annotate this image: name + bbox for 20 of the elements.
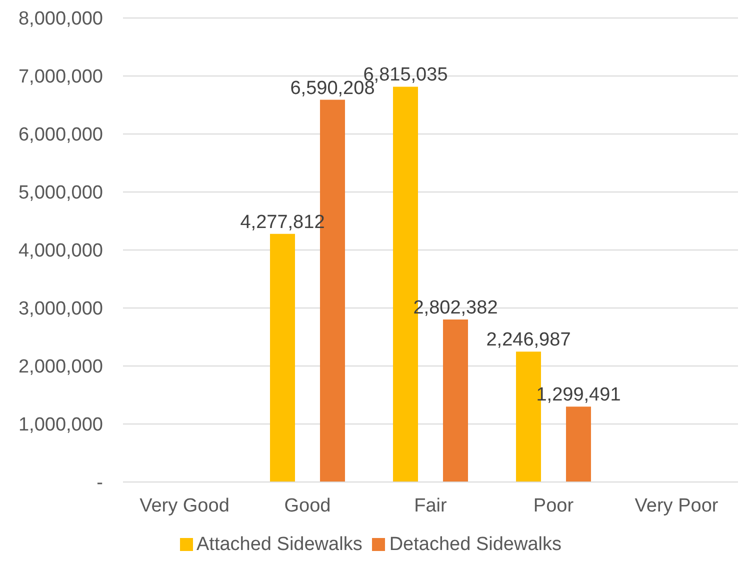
data-label: 2,246,987 [486, 330, 571, 351]
x-tick-label: Fair [414, 495, 448, 516]
y-tick-label: 1,000,000 [18, 414, 103, 436]
y-tick-label: 4,000,000 [18, 240, 103, 262]
x-tick-label: Very Good [140, 495, 230, 516]
x-tick-label: Very Poor [634, 495, 719, 516]
y-tick-label: - [96, 472, 103, 494]
y-tick-label: 2,000,000 [18, 356, 103, 378]
y-tick-label: 8,000,000 [18, 8, 103, 30]
y-tick-label: 6,000,000 [18, 124, 103, 146]
bar [270, 234, 295, 482]
y-tick-label: 7,000,000 [18, 66, 103, 88]
bar [443, 319, 468, 482]
y-tick-label: 3,000,000 [18, 298, 103, 320]
legend-label: Detached Sidewalks [389, 534, 562, 555]
x-tick-label: Good [284, 495, 331, 516]
y-tick-label: 5,000,000 [18, 182, 103, 204]
x-tick-label: Poor [533, 495, 574, 516]
bar [566, 406, 591, 482]
legend-label: Attached Sidewalks [196, 534, 362, 555]
